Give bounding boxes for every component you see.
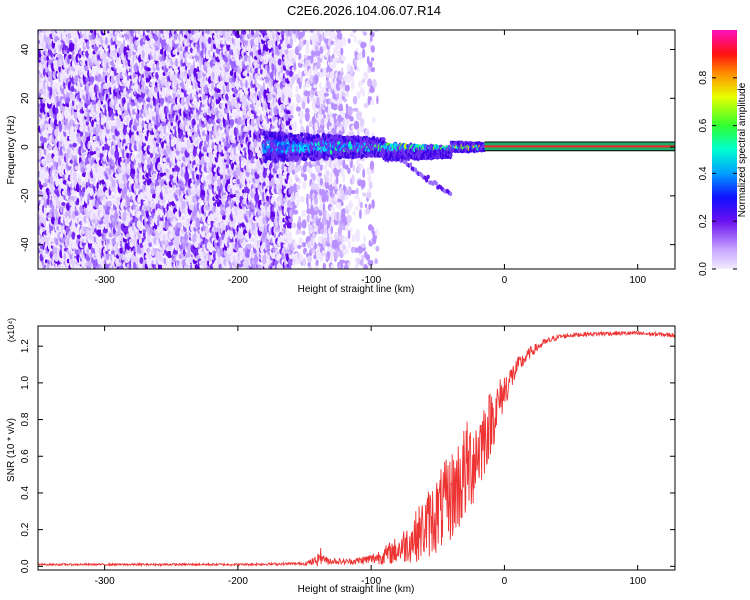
spectrogram-cell [71, 93, 75, 102]
spectrogram-cell [92, 104, 97, 110]
spectrogram-cell [46, 198, 50, 206]
spectrogram-cell [72, 171, 77, 180]
spectrogram-cell [68, 54, 72, 60]
spectrogram-cell [49, 175, 54, 185]
spectrogram-cell [63, 252, 67, 261]
spectrogram-cell [72, 142, 77, 148]
spectrogram-cell [134, 107, 138, 113]
spectrogram-cell [74, 195, 77, 201]
spectrogram-cell [214, 64, 220, 72]
spectrogram-cell [161, 87, 166, 94]
spectrogram-cell [47, 30, 52, 35]
spectrogram-cell [216, 88, 222, 93]
spectrogram-cell [162, 125, 167, 131]
spectrogram-cell [116, 66, 122, 73]
spectrogram-cell [205, 226, 209, 234]
spectrogram-cell [38, 189, 43, 197]
spectrogram-cell [201, 174, 205, 180]
spectrogram-cell [88, 233, 93, 240]
spectrogram-cell [43, 220, 46, 227]
spectrogram-cell [39, 107, 44, 114]
spectrogram-cell [105, 37, 108, 46]
spectrogram-cell [135, 205, 139, 213]
spectrogram-cell [55, 219, 58, 226]
spectrogram-cell [51, 30, 55, 39]
spectrogram-cell [159, 48, 164, 55]
spectrogram-cell [41, 261, 45, 266]
spectrogram-cell [196, 218, 201, 229]
spectrogram-cell [109, 200, 112, 208]
spectrogram-cell [236, 178, 241, 185]
spectrogram-cell [49, 192, 53, 198]
spectrogram-cell [44, 178, 49, 184]
spectrogram-cell [179, 221, 182, 229]
spectrogram-cell [53, 47, 57, 55]
spectrogram-cell [230, 119, 235, 126]
spectrogram-cell [158, 255, 163, 262]
spectrogram-cell [90, 76, 95, 84]
spectrogram-cell [187, 53, 190, 60]
spectrogram-cell [42, 244, 45, 251]
spectrogram-cell [126, 197, 131, 207]
spectrogram-cell [232, 147, 237, 153]
spectrogram-cell [138, 96, 142, 104]
spectrogram-cell [226, 35, 232, 42]
spectrogram-cell [186, 88, 192, 94]
spectrogram-cell [207, 37, 212, 44]
spectrogram-cell [145, 42, 150, 50]
spectrogram-cell [42, 182, 48, 188]
spectrogram-cell [57, 54, 63, 59]
spectrogram-cell [55, 199, 60, 207]
spectrogram-cell [139, 257, 144, 264]
spectrogram-cell [55, 176, 59, 187]
spectrogram-cell [49, 86, 53, 97]
spectrogram-cell [106, 75, 110, 85]
spectrogram-cell [56, 40, 61, 45]
spectrogram-cell [57, 232, 61, 241]
spectrogram-cell [61, 202, 66, 206]
spectrogram-cell [194, 30, 199, 34]
spectrogram-cell [43, 251, 47, 256]
spectrogram-cell [172, 167, 175, 172]
figure-title: C2E6.2026.104.06.07.R14 [287, 3, 441, 18]
spectrogram-cell [55, 157, 60, 163]
spectrogram-cell [144, 160, 147, 166]
spectrogram-cell [41, 131, 47, 136]
spectrogram-cell [43, 160, 47, 170]
spectrogram-cell [214, 181, 217, 188]
spectrogram-cell [176, 96, 180, 106]
spectrogram-cell [131, 152, 135, 158]
spectrogram-cell [175, 58, 178, 67]
spectrogram-cell [91, 65, 96, 73]
spectrogram-cell [146, 67, 152, 72]
spectrogram-cell [160, 97, 165, 105]
spectrogram-noise-cells [38, 30, 380, 269]
spectrogram-cell [56, 112, 61, 122]
spectrogram-cell [141, 80, 146, 86]
